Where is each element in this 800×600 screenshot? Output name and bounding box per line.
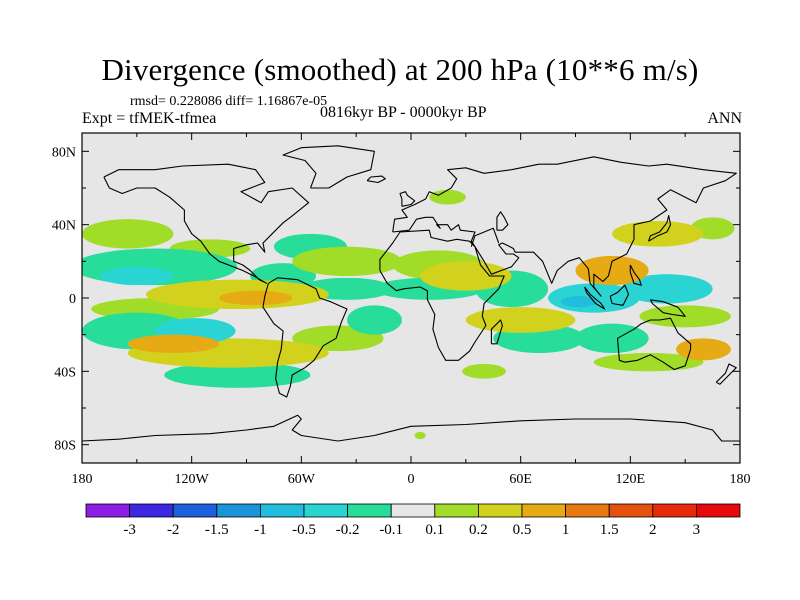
colorbar-label: -1.5 [205,522,229,538]
divergence-region [414,431,426,440]
coastline-madagascar [490,319,503,345]
colorbar-label: 2 [649,522,657,538]
colorbar-swatch [390,503,436,518]
x-tick-label: 60E [509,472,532,487]
colorbar-label: -2 [167,522,180,538]
coastline-eurasia [392,156,737,297]
colorbar-label: -3 [123,522,136,538]
colorbar-label: 1.5 [600,522,619,538]
divergence-region [560,296,598,308]
colorbar-swatch [347,503,392,518]
coastline-antarctica [82,414,740,442]
divergence-region [127,334,220,354]
coastline-new-guinea [649,299,686,317]
divergence-region [164,362,311,388]
coastline-arabia-gulf [470,227,500,247]
divergence-region [292,246,402,276]
x-tick-label: 0 [408,472,415,487]
coastline-borneo [609,284,630,306]
coastline-new-zealand [715,363,737,385]
colorbar-label: 3 [693,522,701,538]
colorbar-label: 0.5 [513,522,532,538]
colorbar-swatch [434,503,479,518]
colorbar-label: -0.2 [336,522,360,538]
experiment-label: Expt = tfMEK-tfmea [82,110,217,127]
coastline-australia [616,317,692,371]
colorbar-swatch [303,503,348,518]
colorbar-swatch [608,503,654,518]
colorbar-label: 1 [562,522,570,538]
divergence-region [676,338,731,361]
y-tick-label: 80S [54,439,76,454]
colorbar-swatch [172,503,218,518]
y-tick-label: 40S [54,365,76,380]
coastline-japan [648,214,672,242]
coastline-africa [379,229,505,361]
y-tick-label: 0 [69,292,76,307]
coastline-greenland [282,145,375,189]
x-tick-label: 60W [288,472,316,487]
colorbar-label: -0.5 [292,522,316,538]
coastline-sumatra [584,286,606,310]
colorbar-swatch [129,503,174,518]
colorbar-swatch [652,503,697,518]
divergence-region [462,364,507,379]
divergence-region [465,307,576,333]
colorbar-swatch [216,503,261,518]
colorbar-label: -1 [254,522,267,538]
coastline-british-isles [399,191,416,207]
period-label: 0816kyr BP - 0000kyr BP [320,104,487,121]
x-tick-label: 120W [175,472,210,487]
colorbar-swatch [85,503,130,518]
colorbar-swatch [477,503,523,518]
colorbar-swatch [565,503,610,518]
coastline-caspian [496,211,509,231]
x-tick-label: 180 [730,472,751,487]
divergence-region [219,290,293,306]
y-tick-label: 40N [52,219,76,234]
divergence-region [575,323,649,354]
colorbar-swatch [696,503,741,518]
colorbar-swatch [259,503,305,518]
coastline-iceland [366,175,386,184]
divergence-region [347,305,402,335]
y-tick-label: 80N [52,145,76,160]
divergence-region [575,255,649,286]
x-tick-label: 180 [72,472,93,487]
colorbar-label: 0.2 [469,522,488,538]
x-tick-label: 120E [616,472,646,487]
coastline-north-america [103,163,310,284]
rmsd-diff-stats: rmsd= 0.228086 diff= 1.16867e-05 [130,94,328,109]
divergence-region [612,221,704,247]
season-label: ANN [707,110,742,127]
colorbar-label: -0.1 [379,522,403,538]
divergence-region [593,353,704,372]
colorbar-label: 0.1 [425,522,444,538]
divergence-region [82,219,174,249]
chart-title: Divergence (smoothed) at 200 hPa (10**6 … [101,52,699,87]
divergence-region [621,274,713,304]
divergence-region [100,266,174,286]
colorbar-swatch [521,503,566,518]
coastline-south-america [262,277,348,398]
divergence-region [429,189,466,205]
coastline-philippines [629,264,642,286]
